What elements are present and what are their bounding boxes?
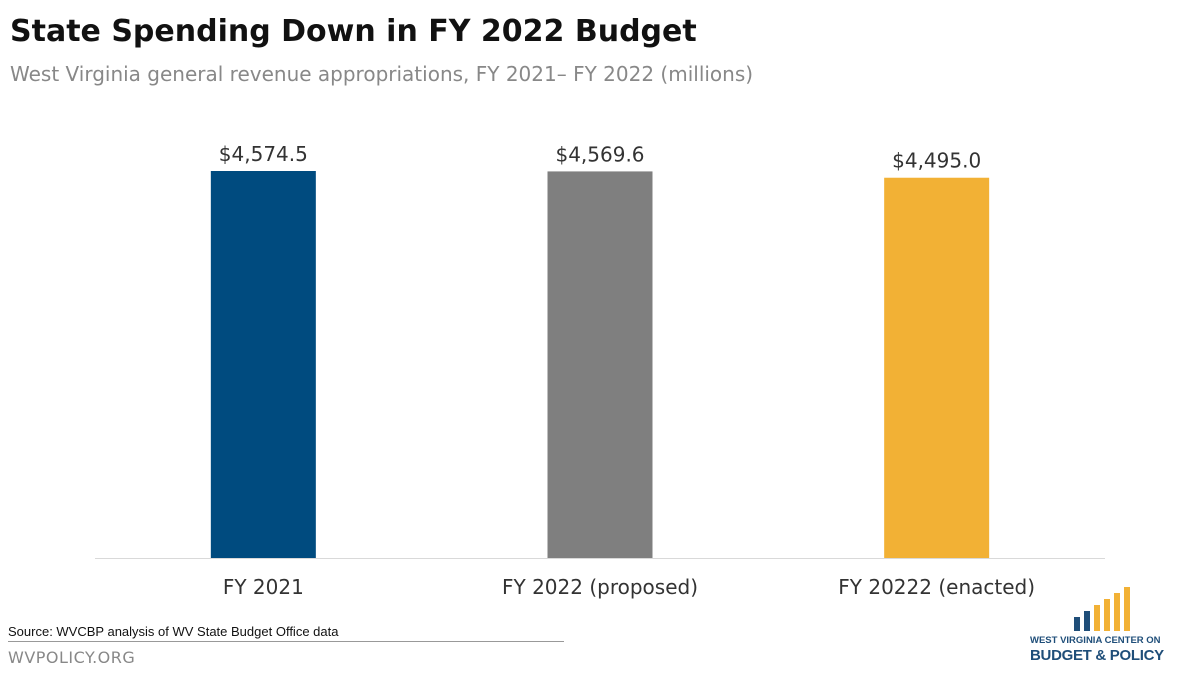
category-label-3: FY 20222 (enacted) xyxy=(838,575,1035,599)
logo-bar-4 xyxy=(1104,599,1110,631)
logo-text-line1: WEST VIRGINIA CENTER ON xyxy=(1030,635,1161,646)
bar-chart: $4,574.5 FY 2021 $4,569.6 FY 2022 (proposed… xyxy=(95,142,1105,599)
logo-text-line2: BUDGET & POLICY xyxy=(1030,647,1164,664)
logo-bar-5 xyxy=(1114,593,1120,631)
value-label-3: $4,495.0 xyxy=(892,149,981,173)
logo-bar-1 xyxy=(1074,617,1080,631)
logo-bars-icon xyxy=(1074,587,1130,631)
wvcbp-logo: WEST VIRGINIA CENTER ON BUDGET & POLICY xyxy=(1030,585,1195,665)
chart-subtitle: West Virginia general revenue appropriat… xyxy=(10,62,754,86)
bar-2 xyxy=(547,171,653,558)
bar-1 xyxy=(210,171,316,558)
website-label: WVPOLICY.ORG xyxy=(8,648,136,667)
source-divider xyxy=(8,641,564,642)
chart-title: State Spending Down in FY 2022 Budget xyxy=(10,14,697,49)
bar-3 xyxy=(884,177,990,558)
category-label-2: FY 2022 (proposed) xyxy=(502,575,698,599)
value-label-2: $4,569.6 xyxy=(555,142,644,166)
source-note: Source: WVCBP analysis of WV State Budge… xyxy=(8,624,339,639)
logo-bar-6 xyxy=(1124,587,1130,631)
logo-bar-3 xyxy=(1094,605,1100,631)
logo-bar-2 xyxy=(1084,611,1090,631)
category-label-1: FY 2021 xyxy=(223,575,304,599)
value-label-1: $4,574.5 xyxy=(219,142,308,166)
